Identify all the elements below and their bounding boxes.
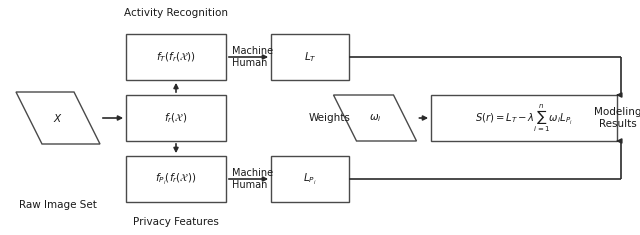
Polygon shape (16, 92, 100, 144)
FancyBboxPatch shape (126, 156, 226, 202)
Text: $\mathit{X}$: $\mathit{X}$ (53, 112, 63, 124)
Text: Raw Image Set: Raw Image Set (19, 200, 97, 210)
Text: Machine
Human: Machine Human (232, 168, 273, 190)
Text: $L_T$: $L_T$ (303, 50, 316, 64)
Text: Privacy Features: Privacy Features (133, 217, 219, 227)
Text: $S(r) = L_T - \lambda\sum_{i=1}^{n} \omega_i L_{P_i}$: $S(r) = L_T - \lambda\sum_{i=1}^{n} \ome… (475, 102, 573, 134)
Polygon shape (333, 95, 417, 141)
Text: $f_r(\mathcal{X})$: $f_r(\mathcal{X})$ (164, 111, 188, 125)
Text: $f_T(f_r(\mathcal{X}))$: $f_T(f_r(\mathcal{X}))$ (156, 50, 196, 64)
Text: Activity Recognition: Activity Recognition (124, 8, 228, 18)
Text: $L_{P_i}$: $L_{P_i}$ (303, 172, 317, 187)
Text: Machine
Human: Machine Human (232, 46, 273, 68)
Text: Weights: Weights (309, 113, 351, 123)
FancyBboxPatch shape (271, 156, 349, 202)
Text: $f_{P_i}(f_r(\mathcal{X}))$: $f_{P_i}(f_r(\mathcal{X}))$ (156, 172, 196, 187)
Text: $\omega_i$: $\omega_i$ (369, 112, 381, 124)
Text: Modeling
Results: Modeling Results (595, 107, 640, 129)
FancyBboxPatch shape (271, 34, 349, 80)
FancyBboxPatch shape (126, 95, 226, 141)
FancyBboxPatch shape (126, 34, 226, 80)
FancyBboxPatch shape (431, 95, 617, 141)
